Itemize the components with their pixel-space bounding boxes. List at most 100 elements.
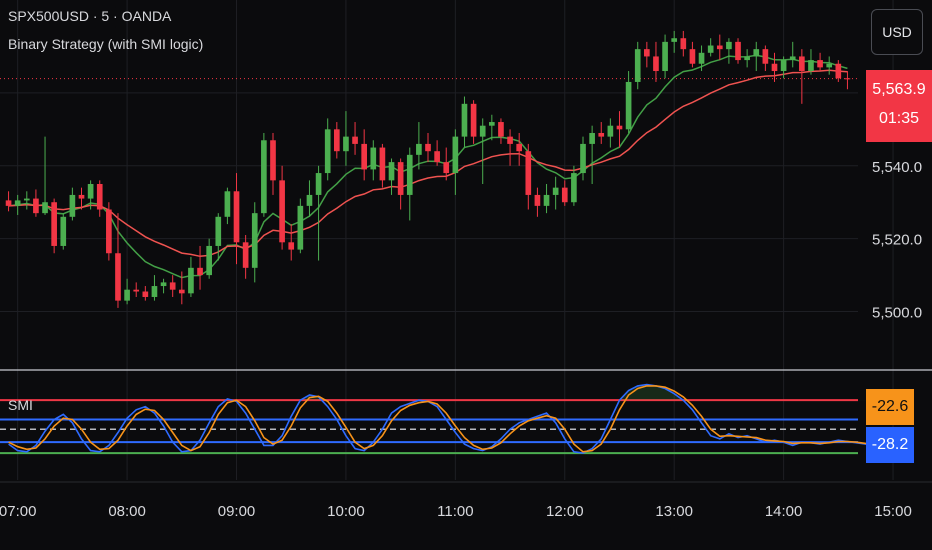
candle <box>571 165 577 206</box>
candle <box>115 213 121 308</box>
candle-body <box>87 184 94 199</box>
candle <box>23 191 30 210</box>
time-tick-label: 08:00 <box>108 503 146 520</box>
candle-body <box>242 242 249 268</box>
candle <box>662 34 668 79</box>
indicator-legend[interactable]: Binary Strategy (with SMI logic) <box>8 36 204 52</box>
time-tick-label: 10:00 <box>327 503 365 520</box>
candle <box>297 198 304 254</box>
candle <box>489 114 495 141</box>
candle-body <box>826 63 833 68</box>
candle <box>151 275 158 301</box>
candle-body <box>844 78 851 80</box>
candle <box>315 165 322 261</box>
candle-body <box>42 202 48 214</box>
candle-body <box>561 187 568 203</box>
candle-body <box>233 191 240 243</box>
candle-body <box>662 41 668 72</box>
smi-signal-line <box>8 385 875 453</box>
candle-body <box>598 132 605 137</box>
candle <box>197 245 203 290</box>
candle-body <box>388 162 395 181</box>
candle <box>133 282 140 297</box>
candle <box>479 118 486 184</box>
candle <box>580 136 586 181</box>
candle-body <box>753 49 760 57</box>
candle-body <box>288 242 295 250</box>
candle-body <box>406 154 413 195</box>
candle <box>5 191 12 212</box>
candle <box>516 132 523 166</box>
candle-body <box>799 56 805 72</box>
candle <box>370 140 377 181</box>
candle <box>716 34 723 61</box>
time-tick-label: 15:00 <box>874 503 912 520</box>
time-tick-label: 12:00 <box>546 503 584 520</box>
candle <box>397 158 404 210</box>
candle-body <box>425 143 431 152</box>
candle <box>644 41 650 68</box>
candle-body <box>817 60 823 68</box>
candle <box>452 129 459 195</box>
candle <box>261 132 267 217</box>
candle-body <box>789 56 796 61</box>
smi-levels <box>0 399 858 455</box>
candle <box>33 189 39 217</box>
candle-body <box>780 60 787 72</box>
candle <box>707 38 714 57</box>
candle-body <box>397 162 404 195</box>
candle-body <box>452 136 459 174</box>
time-tick-label: 09:00 <box>218 503 256 520</box>
candle <box>534 187 541 217</box>
candle-body <box>315 173 322 195</box>
candle <box>616 111 623 148</box>
candle <box>206 238 212 279</box>
candle-body <box>343 136 349 152</box>
candle <box>233 173 240 265</box>
candle <box>561 180 568 206</box>
currency-button[interactable]: USD <box>871 9 923 55</box>
candle-body <box>580 143 586 174</box>
candle-body <box>735 41 741 61</box>
candle-body <box>634 49 641 82</box>
candle-body <box>14 200 21 206</box>
candle-body <box>808 60 814 72</box>
bar-countdown: 01:35 <box>878 110 920 127</box>
candle-body <box>653 56 659 72</box>
candle <box>634 41 641 90</box>
smi-signal-badge: -22.6 <box>866 389 914 425</box>
candle-body <box>169 282 176 290</box>
candle <box>525 143 532 210</box>
candle <box>817 52 823 72</box>
candle <box>552 176 559 210</box>
candle-body <box>160 282 167 287</box>
candle <box>333 122 340 159</box>
candle-body <box>124 289 130 301</box>
candle <box>589 125 595 184</box>
candle-body <box>470 103 477 137</box>
candle-body <box>60 216 67 246</box>
candle-body <box>516 143 523 152</box>
candle <box>799 49 805 104</box>
candle-body <box>671 38 678 42</box>
candle-body <box>370 147 377 170</box>
candle-body <box>434 151 440 163</box>
candle <box>498 118 504 144</box>
time-tick-label: 07:00 <box>0 503 36 520</box>
smi-line <box>8 383 875 454</box>
candle <box>744 49 750 68</box>
candle <box>835 60 842 82</box>
symbol-legend[interactable]: SPX500USD · 5 · OANDA <box>8 8 172 24</box>
candle-body <box>543 194 550 206</box>
candle-body <box>306 194 313 206</box>
candle-body <box>744 56 750 61</box>
candle <box>215 213 222 261</box>
smi-legend[interactable]: SMI <box>8 397 33 413</box>
candle <box>270 132 276 195</box>
candle-body <box>489 122 495 126</box>
candle <box>169 275 176 297</box>
smi-overbought-fill <box>8 384 875 401</box>
candle-body <box>361 143 367 170</box>
